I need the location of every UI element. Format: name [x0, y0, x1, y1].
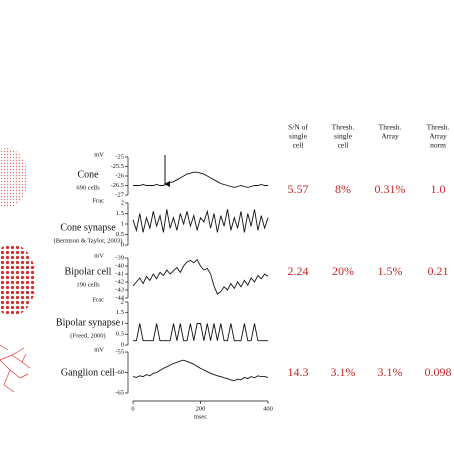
table-header: Thresh.: [379, 123, 402, 132]
table-value: 3.1%: [331, 365, 356, 379]
y-tick-label: 1.5: [116, 309, 124, 316]
trace: [133, 171, 268, 188]
trace: [132, 258, 269, 295]
y-tick-label: -27: [115, 191, 124, 198]
table-header: cell: [293, 141, 304, 150]
y-tick-label: 0.5: [116, 231, 124, 238]
table-value: 14.3: [288, 365, 309, 379]
table-value: 1.5%: [378, 264, 403, 278]
table-header: norm: [430, 141, 446, 150]
y-tick-label: -65: [115, 389, 124, 396]
panel-sublabel: 190 cells: [76, 281, 100, 288]
y-tick-label: -25.5: [110, 163, 124, 170]
y-tick-label: -60: [115, 369, 124, 376]
panel-sublabel: (Berntson & Taylor, 2003): [54, 237, 123, 244]
panel-label: Cone: [77, 169, 99, 180]
x-axis-label: msec: [194, 413, 207, 420]
table-value: 20%: [332, 264, 354, 278]
table-header: cell: [338, 141, 349, 150]
y-tick-label: 1.5: [116, 210, 124, 217]
y-tick-label: -44: [115, 294, 124, 301]
table-value: 0.21: [428, 264, 449, 278]
panel-sublabel: 690 cells: [76, 184, 100, 191]
table-value: 2.24: [288, 264, 309, 278]
unit-label: mV: [94, 346, 104, 353]
bipolar-illustration: [0, 244, 36, 316]
unit-label: Frac: [92, 197, 104, 204]
y-tick-label: -42: [115, 278, 124, 285]
table-value: 0.31%: [375, 182, 406, 196]
x-tick-label: 400: [263, 405, 273, 412]
y-tick-label: -26: [115, 172, 124, 179]
y-tick-label: 0: [121, 341, 124, 348]
y-tick-label: 2: [121, 199, 124, 206]
y-tick-label: 0.5: [116, 331, 124, 338]
table-header: Thresh.: [332, 123, 355, 132]
x-tick-label: 0: [131, 405, 134, 412]
y-tick-label: -55: [115, 348, 124, 355]
panel-sublabel: (Freed, 2000): [70, 332, 105, 339]
unit-label: mV: [94, 151, 104, 158]
y-tick-label: -25: [115, 153, 124, 160]
x-tick-label: 200: [196, 405, 206, 412]
ganglion-illustration: [0, 344, 31, 393]
panel-label: Bipolar cell: [65, 266, 112, 277]
y-tick-label: -39: [115, 254, 124, 261]
y-tick-label: -40: [115, 262, 124, 269]
y-tick-label: -26.5: [110, 182, 124, 189]
trace: [132, 209, 269, 233]
table-header: Array: [381, 132, 399, 141]
table-header: single: [334, 132, 353, 141]
y-tick-label: 0: [121, 241, 124, 248]
y-tick-label: -41: [115, 270, 124, 277]
cone-illustration: [0, 148, 28, 208]
y-tick-label: 2: [121, 298, 124, 305]
trace: [132, 359, 269, 382]
table-value: 5.57: [288, 182, 309, 196]
table-header: Thresh.: [427, 123, 450, 132]
table-header: Array: [429, 132, 447, 141]
panel-label: Cone synapse: [60, 222, 116, 233]
unit-label: Frac: [92, 296, 104, 303]
panel-label: Ganglion cell: [61, 367, 115, 378]
table-value: 1.0: [431, 182, 446, 196]
y-tick-label: 1: [121, 220, 124, 227]
table-header: single: [289, 132, 308, 141]
panel-label: Bipolar synapse: [56, 317, 121, 328]
unit-label: mV: [94, 252, 104, 259]
table-value: 0.098: [425, 365, 452, 379]
table-value: 3.1%: [378, 365, 403, 379]
y-tick-label: 1: [121, 320, 124, 327]
table-value: 8%: [335, 182, 351, 196]
table-header: S/N of: [288, 123, 308, 132]
y-tick-label: -43: [115, 286, 124, 293]
trace: [133, 323, 268, 342]
